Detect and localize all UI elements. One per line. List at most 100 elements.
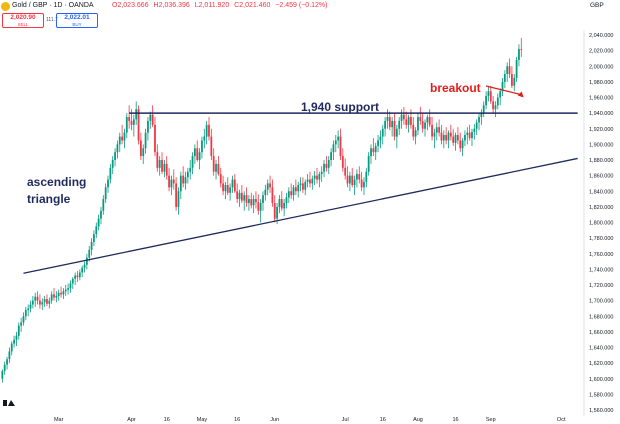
candle-body bbox=[407, 117, 410, 125]
candle-body bbox=[215, 163, 217, 172]
candle-body bbox=[10, 343, 13, 352]
candle bbox=[252, 195, 255, 214]
candle-body bbox=[130, 120, 133, 125]
candle-body bbox=[182, 175, 185, 184]
candle bbox=[81, 265, 84, 278]
candle bbox=[311, 175, 314, 190]
time-tick-label: 16 bbox=[164, 417, 170, 423]
candle bbox=[100, 206, 102, 225]
candle-body bbox=[81, 267, 84, 273]
price-axis[interactable]: 1,560.000 1,580.000 1,600.000 1,620.000 1,64… bbox=[583, 30, 613, 416]
buy-price: 2,022.01 bbox=[64, 14, 90, 21]
candle bbox=[414, 127, 417, 145]
candle-body bbox=[294, 187, 297, 192]
candle-body bbox=[299, 183, 302, 185]
candle bbox=[163, 160, 166, 178]
candle-body bbox=[513, 77, 516, 86]
candle-body bbox=[13, 339, 15, 344]
candle-body bbox=[172, 179, 175, 184]
candle-body bbox=[351, 175, 354, 185]
candle-body bbox=[508, 66, 511, 75]
candle bbox=[233, 174, 236, 193]
candle bbox=[57, 289, 60, 301]
candle bbox=[1, 369, 4, 383]
candle bbox=[461, 138, 464, 157]
candle-body bbox=[1, 370, 4, 379]
candle-body bbox=[219, 174, 222, 184]
candle bbox=[407, 114, 410, 133]
time-axis[interactable]: Mar Apr 16 May 16 Jun Jul 16 Aug 16 Sep Oct bbox=[54, 417, 566, 423]
candle-body bbox=[238, 192, 241, 200]
candle-body bbox=[179, 175, 182, 192]
time-tick-label: 16 bbox=[234, 417, 240, 423]
buy-button[interactable]: 2,022.01 BUY bbox=[56, 13, 98, 28]
candle bbox=[262, 191, 264, 211]
candle bbox=[318, 171, 321, 188]
candle bbox=[351, 167, 354, 188]
candle-body bbox=[97, 218, 100, 227]
candle bbox=[412, 117, 415, 141]
candles bbox=[1, 38, 523, 383]
candle bbox=[306, 174, 309, 188]
candle bbox=[250, 192, 253, 209]
price-tick-label: 2,020.000 bbox=[589, 49, 613, 55]
time-tick-label: Jul bbox=[342, 417, 349, 423]
candle-body bbox=[85, 257, 88, 265]
candle bbox=[34, 292, 37, 307]
candle bbox=[482, 101, 485, 118]
candle-body bbox=[515, 60, 518, 78]
candle-body bbox=[511, 74, 513, 86]
candle-body bbox=[290, 191, 293, 196]
price-tick-label: 2,000.000 bbox=[589, 64, 613, 70]
candle bbox=[417, 113, 419, 135]
candle-body bbox=[64, 289, 67, 292]
candle-body bbox=[518, 49, 520, 60]
tradingview-logo bbox=[3, 400, 15, 406]
price-tick-label: 1,940.000 bbox=[589, 111, 613, 117]
candle-body bbox=[365, 171, 368, 182]
ohlc-change: −2.459 (−0.12%) bbox=[275, 2, 328, 9]
candle-body bbox=[311, 178, 314, 184]
candle bbox=[344, 158, 347, 180]
support-label: 1,940 support bbox=[301, 100, 379, 114]
candle bbox=[473, 124, 476, 140]
candle-body bbox=[302, 183, 304, 190]
sell-button[interactable]: 2,020.90 SELL bbox=[2, 13, 44, 28]
candle-body bbox=[358, 174, 361, 180]
candle-body bbox=[245, 195, 248, 203]
candle-body bbox=[405, 119, 408, 125]
candle-body bbox=[95, 226, 98, 235]
candle-body bbox=[370, 148, 372, 157]
candle bbox=[248, 195, 250, 211]
candle bbox=[327, 156, 330, 175]
ohlc-readout: O2,023.666 H2,036.396 L2,011.920 C2,021.… bbox=[112, 2, 330, 9]
candle bbox=[520, 38, 523, 57]
candle-body bbox=[339, 136, 342, 157]
symbol-title[interactable]: Gold / GBP · 1D · OANDA bbox=[12, 2, 94, 9]
price-tick-label: 1,560.000 bbox=[589, 408, 613, 414]
spread-value: 111.7 bbox=[46, 17, 58, 23]
candle-body bbox=[55, 295, 58, 298]
candle bbox=[287, 187, 290, 203]
candle bbox=[294, 179, 297, 196]
price-tick-label: 2,040.000 bbox=[589, 33, 613, 39]
candle bbox=[90, 238, 93, 256]
candle bbox=[360, 171, 363, 192]
candle bbox=[442, 130, 445, 149]
candle-body bbox=[8, 351, 11, 360]
candle bbox=[402, 106, 405, 125]
candle bbox=[62, 288, 65, 300]
candle-body bbox=[318, 174, 321, 180]
candle bbox=[398, 117, 401, 135]
time-tick-label: Jun bbox=[270, 417, 279, 423]
candle bbox=[426, 114, 429, 131]
candle-body bbox=[447, 132, 450, 141]
candle bbox=[83, 261, 86, 273]
candle-body bbox=[189, 167, 192, 172]
candle bbox=[393, 113, 396, 141]
candle bbox=[381, 124, 384, 145]
price-tick-label: 1,660.000 bbox=[589, 330, 613, 336]
candle bbox=[231, 175, 234, 193]
candle-body bbox=[386, 117, 389, 121]
